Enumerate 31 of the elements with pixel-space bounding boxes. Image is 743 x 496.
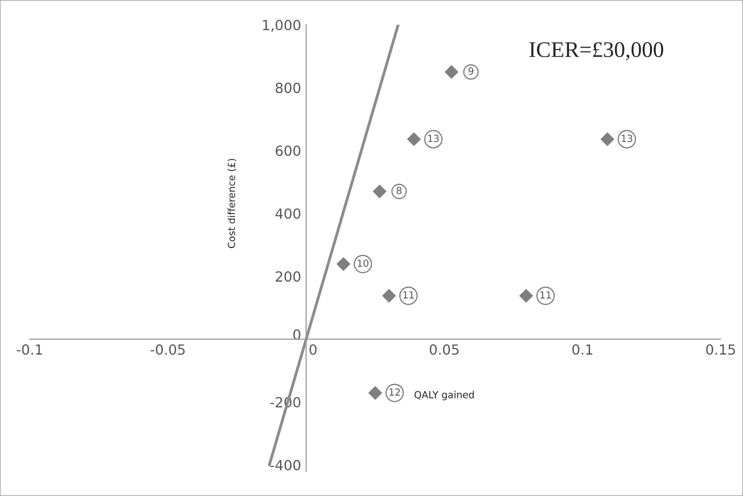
x-tick-label: 0.1	[572, 344, 592, 355]
point	[600, 132, 614, 146]
y-tick-label: 600	[276, 146, 300, 156]
annotation: 13	[622, 134, 632, 142]
annotation: 11	[403, 291, 414, 298]
y-tick-label: -400	[270, 460, 300, 470]
point	[336, 257, 350, 271]
annotation: 10	[358, 260, 368, 267]
annotation: 12	[390, 388, 400, 396]
point	[444, 65, 458, 79]
annotation: ICER=£30,000	[529, 42, 664, 60]
annotation: 8	[396, 186, 402, 194]
point	[406, 132, 421, 146]
x-tick-label: -0.1	[16, 344, 42, 355]
point	[368, 386, 382, 400]
y-tick-label: 1,000	[263, 20, 300, 32]
annotation: 11	[540, 291, 551, 298]
x-axis-title: QALY gained	[414, 390, 474, 400]
x-tick-label: 0.15	[706, 344, 735, 355]
point	[519, 288, 534, 303]
point	[372, 184, 387, 198]
y-tick-label: 800	[276, 82, 300, 94]
y-axis-title: Cost difference (£)	[228, 158, 236, 248]
annotation: 13	[428, 134, 439, 142]
annotation: 9	[468, 67, 474, 75]
x-tick-label: 0	[310, 344, 317, 355]
point	[382, 288, 396, 303]
x-tick-label: -0.05	[150, 344, 185, 355]
x-tick-label: 0.05	[430, 344, 459, 355]
y-tick-label: 400	[275, 208, 300, 219]
y-tick-label: 200	[276, 271, 300, 282]
